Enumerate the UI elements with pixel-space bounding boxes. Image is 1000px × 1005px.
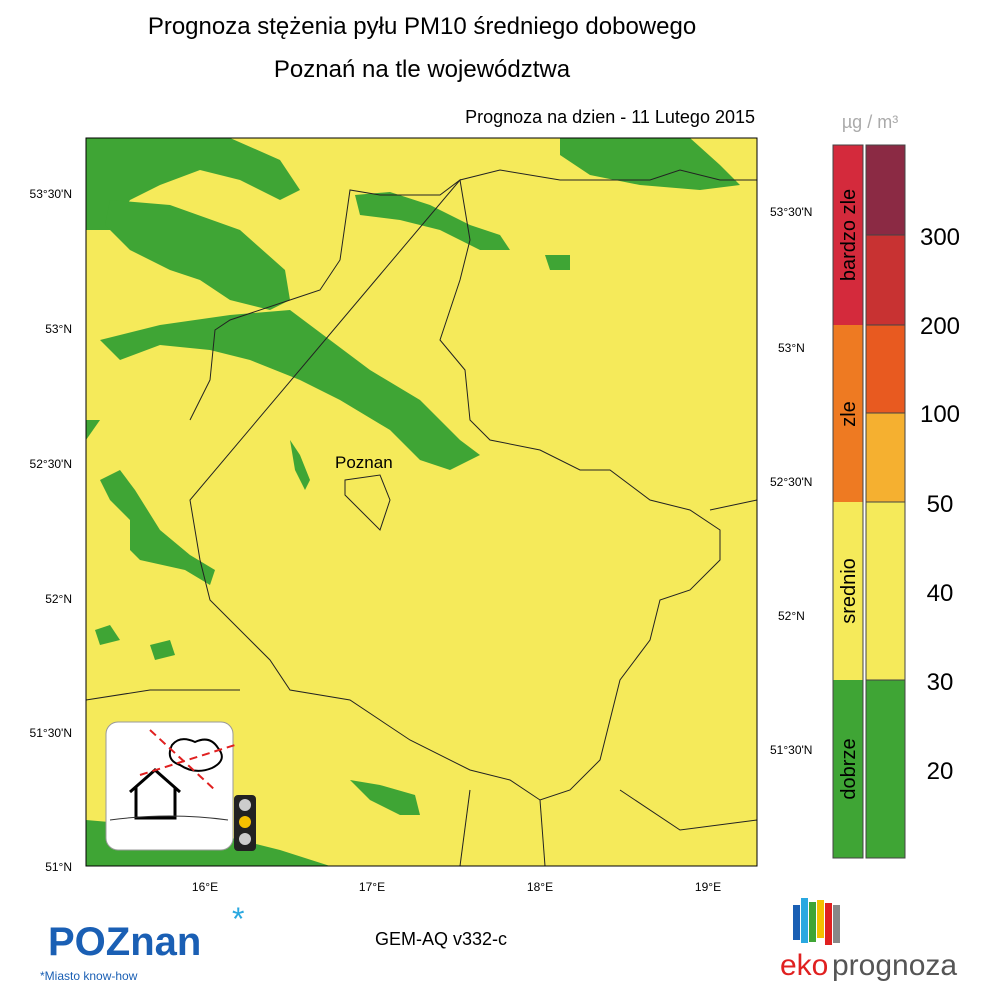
lon-label: 18°E (527, 880, 553, 894)
lat-label: 53°N (778, 341, 805, 355)
lat-label: 52°30'N (30, 457, 72, 471)
lat-label: 53°N (45, 322, 72, 336)
legend-category: zle (838, 401, 860, 427)
lon-label: 16°E (192, 880, 218, 894)
icon (105, 721, 256, 851)
brand-right: prognoza (832, 949, 957, 982)
lat-label: 52°N (45, 592, 72, 606)
map: Poznan 53°30'N 53°N 52°30'N 52°N 51°30'N… (30, 137, 812, 894)
lat-label: 51°N (45, 860, 72, 874)
lon-label: 19°E (695, 880, 721, 894)
lat-label: 53°30'N (770, 205, 812, 219)
logo-star: * (232, 901, 244, 937)
legend-category: bardzo zle (838, 189, 860, 281)
lat-label: 52°N (778, 609, 805, 623)
footer: POZnan * *Miasto know-how GEM-AQ v332-c … (40, 898, 957, 983)
legend: µg / m³ bardzo zle zle srednio dobrze 30… (832, 112, 960, 859)
subtitle: Poznań na tle województwa (274, 56, 571, 83)
legend-level: 200 (920, 313, 960, 340)
lon-label: 17°E (359, 880, 385, 894)
lat-label: 52°30'N (770, 475, 812, 489)
legend-level: 30 (927, 669, 954, 696)
legend-category: dobrze (838, 738, 860, 799)
legend-level: 40 (927, 580, 954, 607)
ekoprognoza-logo: eko prognoza (780, 898, 957, 982)
legend-level: 20 (927, 758, 954, 785)
legend-level: 300 (920, 224, 960, 251)
forecast-date: Prognoza na dzien - 11 Lutego 2015 (465, 107, 755, 127)
lat-label: 51°30'N (30, 726, 72, 740)
brand-left: eko (780, 949, 828, 982)
legend-unit: µg / m³ (842, 112, 898, 132)
lat-label: 51°30'N (770, 743, 812, 757)
poznan-logo: POZnan (48, 920, 201, 964)
legend-category: srednio (838, 558, 860, 624)
tagline: *Miasto know-how (40, 969, 138, 983)
city-label: Poznan (335, 453, 393, 472)
legend-level: 50 (927, 491, 954, 518)
legend-level: 100 (920, 401, 960, 428)
title: Prognoza stężenia pyłu PM10 średniego do… (148, 13, 696, 40)
model-label: GEM-AQ v332-c (375, 929, 507, 949)
lat-label: 53°30'N (30, 187, 72, 201)
